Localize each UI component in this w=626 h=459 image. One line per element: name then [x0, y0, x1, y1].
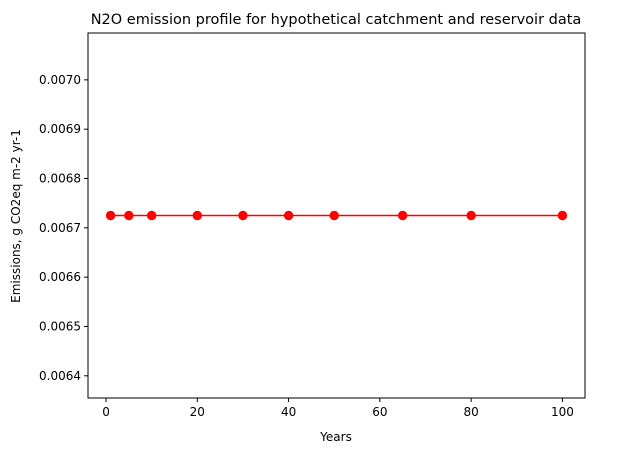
plot-area [87, 32, 586, 399]
data-point [238, 210, 248, 221]
y-axis: 0.0064 0.0065 0.0066 0.0067 0.0068 0.0069 0.00… [39, 73, 88, 383]
data-point [466, 210, 476, 221]
x-axis-label: Years [319, 430, 352, 444]
data-point [557, 210, 568, 221]
y-axis-label: Emissions, g CO2eq m-2 yr-1 [9, 129, 23, 303]
x-tick-label: 40 [281, 405, 296, 419]
data-point [283, 210, 294, 221]
y-tick-label: 0.0064 [39, 369, 81, 383]
x-tick-label: 60 [372, 405, 387, 419]
data-point [146, 210, 157, 221]
y-tick-label: 0.0065 [39, 319, 81, 333]
data-point [192, 210, 203, 221]
y-tick-label: 0.0069 [39, 122, 81, 136]
data-point [124, 210, 134, 221]
x-axis: 0 20 40 60 80 100 [102, 398, 574, 419]
x-tick-label: 80 [463, 405, 478, 419]
y-tick-label: 0.0066 [39, 270, 81, 284]
plot-frame [87, 32, 586, 399]
data-point [397, 210, 408, 221]
y-tick-label: 0.0067 [39, 221, 81, 235]
data-point [329, 210, 339, 221]
series-layer [105, 210, 568, 221]
data-point [105, 210, 116, 221]
chart-title: N2O emission profile for hypothetical ca… [91, 12, 582, 28]
y-tick-label: 0.0070 [39, 73, 81, 87]
y-tick-label: 0.0068 [39, 172, 81, 186]
x-tick-label: 20 [190, 405, 205, 419]
x-tick-label: 0 [102, 405, 110, 419]
x-tick-label: 100 [551, 405, 574, 419]
